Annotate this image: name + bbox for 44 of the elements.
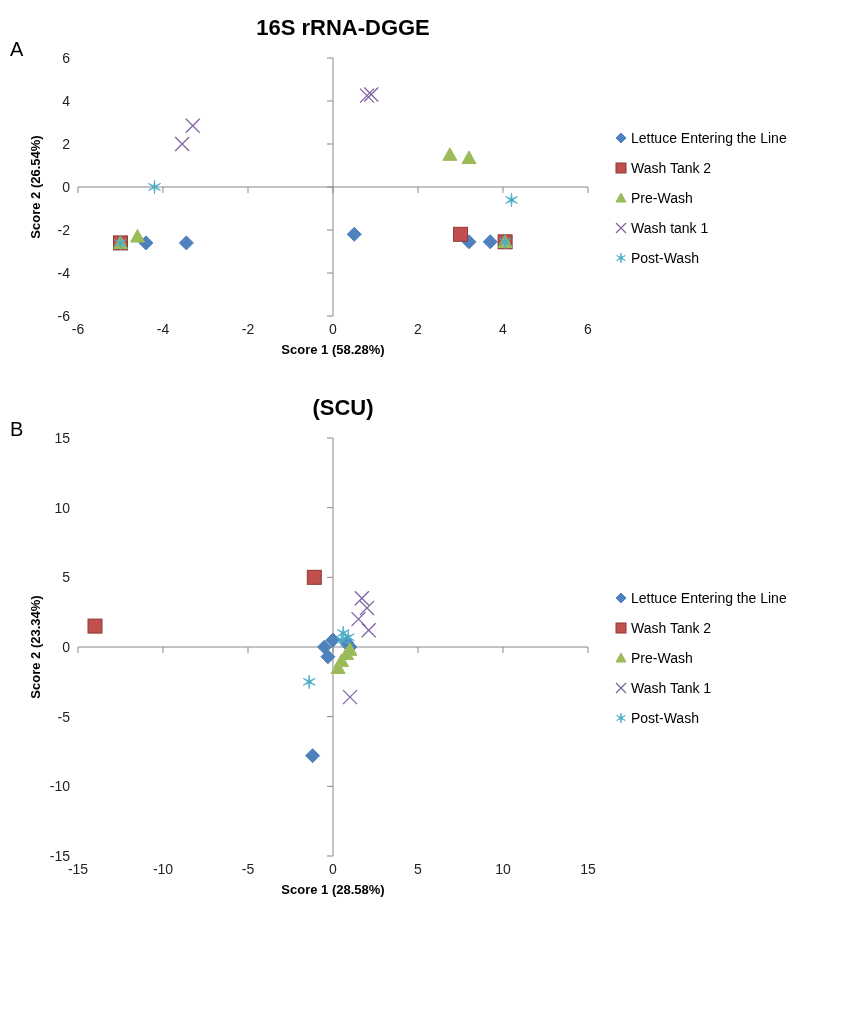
x-tick-label: 10 [495, 860, 511, 877]
text: A [10, 38, 24, 61]
y-tick-label: -4 [57, 264, 71, 281]
legend-label: Pre-Wash [631, 650, 693, 666]
y-axis-title: Score 2 (23.34%) [28, 594, 44, 701]
legend-label: Post-Wash [631, 250, 699, 266]
x-tick-label: 6 [584, 320, 593, 337]
legend-label: Wash Tank 2 [631, 160, 712, 176]
x-tick-label: -2 [241, 320, 255, 337]
y-tick-label: 4 [62, 92, 71, 109]
y-tick-label: -5 [57, 708, 71, 725]
legend-label: Pre-Wash [631, 190, 693, 206]
legend-label: Lettuce Entering the Line [631, 130, 787, 146]
x-tick-label: -10 [152, 860, 174, 877]
chart-title: (SCU) [312, 395, 374, 420]
chart-title: 16S rRNA-DGGE [256, 15, 430, 40]
y-tick-label: 0 [62, 178, 71, 195]
y-axis-title: Score 2 (26.54%) [28, 134, 44, 241]
text: B [10, 418, 24, 441]
y-tick-label: -6 [57, 307, 71, 324]
legend-label: Post-Wash [631, 710, 699, 726]
legend-label: Lettuce Entering the Line [631, 590, 787, 606]
x-axis-title: Score 1 (58.28%) [280, 342, 386, 357]
y-tick-label: 0 [62, 638, 71, 655]
legend-label: Wash Tank 1 [631, 680, 712, 696]
x-tick-label: 4 [499, 320, 508, 337]
y-tick-label: -10 [49, 778, 71, 795]
legend-label: Wash tank 1 [631, 220, 709, 236]
y-tick-label: -15 [49, 847, 71, 864]
y-tick-label: 10 [54, 499, 71, 516]
x-tick-label: -4 [156, 320, 170, 337]
x-tick-label: 0 [329, 320, 338, 337]
y-tick-label: -2 [57, 221, 71, 238]
legend-label: Wash Tank 2 [631, 620, 712, 636]
x-tick-label: 2 [414, 320, 423, 337]
x-tick-label: 0 [329, 860, 338, 877]
x-tick-label: -5 [241, 860, 255, 877]
x-tick-label: 15 [580, 860, 596, 877]
x-axis-title: Score 1 (28.58%) [280, 882, 386, 897]
y-tick-label: 15 [54, 429, 71, 446]
y-tick-label: 6 [62, 49, 71, 66]
y-tick-label: 5 [62, 569, 71, 586]
y-tick-label: 2 [62, 135, 71, 152]
x-tick-label: 5 [414, 860, 423, 877]
